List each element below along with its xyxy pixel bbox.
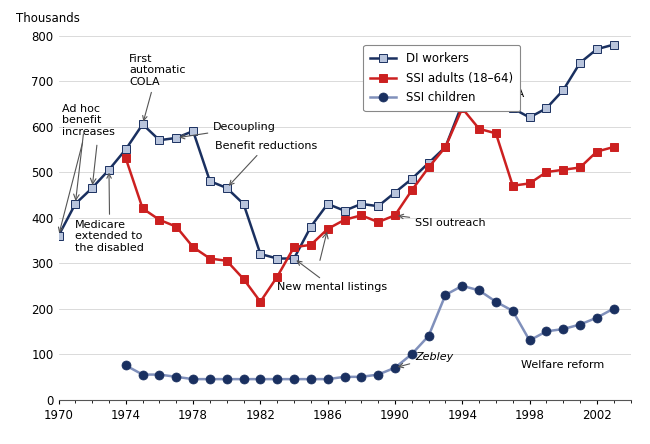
Text: Thousands: Thousands <box>16 12 79 24</box>
Text: Ad hoc
benefit
increases: Ad hoc benefit increases <box>58 104 115 232</box>
Text: Benefit reductions: Benefit reductions <box>215 141 317 185</box>
Legend: DI workers, SSI adults (18–64), SSI children: DI workers, SSI adults (18–64), SSI chil… <box>363 45 520 111</box>
Text: First
automatic
COLA: First automatic COLA <box>129 54 186 120</box>
Text: Medicare
extended to
the disabled: Medicare extended to the disabled <box>75 174 144 253</box>
Text: Welfare reform: Welfare reform <box>521 361 605 370</box>
Text: New mental listings: New mental listings <box>277 261 387 292</box>
Text: Zebley: Zebley <box>399 352 454 368</box>
Text: SSI outreach: SSI outreach <box>399 214 486 228</box>
Text: DA&A: DA&A <box>466 89 525 104</box>
Text: Decoupling: Decoupling <box>180 123 276 139</box>
